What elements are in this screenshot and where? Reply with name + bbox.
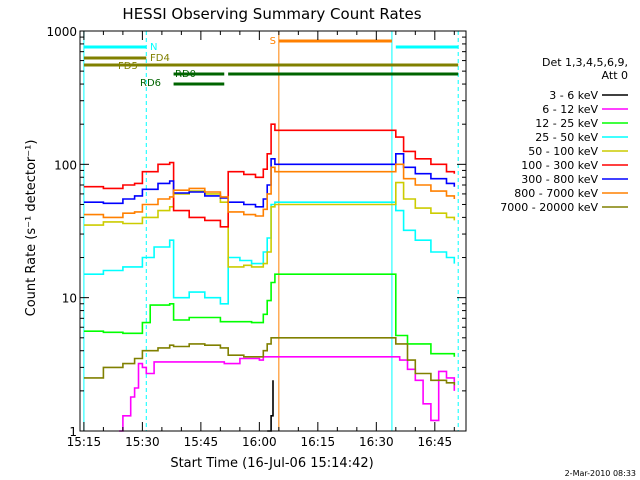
legend-label-8: 7000 - 20000 keV (500, 201, 598, 214)
legend-label-2: 12 - 25 keV (535, 117, 598, 130)
y-tick-label-1: 10 (62, 292, 77, 306)
series-line-1 (119, 356, 456, 432)
x-tick-label-4: 16:15 (301, 435, 336, 449)
flag-label-n: N (150, 42, 157, 53)
flag-label-fd4: FD4 (150, 53, 170, 64)
legend-label-1: 6 - 12 keV (542, 103, 598, 116)
legend-label-4: 50 - 100 keV (528, 145, 598, 158)
series-line-0 (267, 380, 274, 432)
x-tick-label-6: 16:45 (418, 435, 453, 449)
legend-label-6: 300 - 800 keV (521, 173, 598, 186)
footer-date: 2-Mar-2010 08:33 (565, 469, 636, 478)
y-tick-label-3: 1000 (46, 25, 77, 39)
series-line-7 (83, 163, 456, 219)
x-tick-label-3: 16:00 (242, 435, 277, 449)
series-line-8 (83, 337, 456, 386)
flag-label-rd0: RD0 (175, 69, 196, 80)
legend-label-7: 800 - 7000 keV (514, 187, 598, 200)
series-line-2 (83, 273, 456, 357)
legend-label-0: 3 - 6 keV (549, 89, 598, 102)
series-line-3 (83, 201, 456, 305)
chart-title: HESSI Observing Summary Count Rates (122, 5, 421, 23)
x-axis-label: Start Time (16-Jul-06 15:14:42) (170, 456, 373, 471)
legend-header-line-2: Att 0 (602, 69, 628, 82)
legend-label-3: 25 - 50 keV (535, 131, 598, 144)
plot-frame (79, 30, 467, 432)
series-line-6 (83, 153, 456, 208)
legend-label-5: 100 - 300 keV (521, 159, 598, 172)
y-tick-label-2: 100 (54, 158, 77, 172)
flag-label-rd6: RD6 (140, 78, 161, 89)
flag-label-fd5: FD5 (118, 61, 138, 72)
x-tick-label-1: 15:30 (125, 435, 160, 449)
series-line-4 (83, 181, 456, 268)
flag-label-s: S (270, 36, 276, 47)
x-tick-label-0: 15:15 (67, 435, 102, 449)
y-axis-label: Count Rate (s⁻¹ detector⁻¹) (24, 140, 39, 317)
x-tick-label-2: 15:45 (184, 435, 219, 449)
series-line-5 (83, 123, 456, 228)
y-tick-label-0: 1 (69, 425, 77, 439)
x-tick-label-5: 16:30 (359, 435, 394, 449)
legend-header-line-1: Det 1,3,4,5,6,9, (542, 56, 628, 69)
